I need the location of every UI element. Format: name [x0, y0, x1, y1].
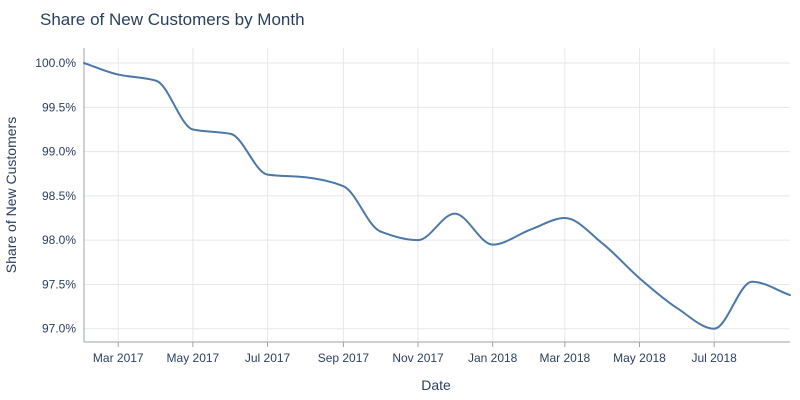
x-tick-label: Jan 2018: [468, 351, 518, 365]
series: [83, 62, 791, 330]
gridlines: [84, 48, 790, 342]
x-tick-label: Mar 2018: [540, 351, 591, 365]
y-tick-label: 100.0%: [35, 56, 76, 70]
x-tick-label: Mar 2017: [93, 351, 144, 365]
x-tick-label: Sep 2017: [318, 351, 370, 365]
y-tick-label: 99.0%: [42, 145, 76, 159]
series-line: [83, 62, 791, 330]
y-tick-label: 97.5%: [42, 277, 76, 291]
x-axis-title: Date: [421, 377, 451, 393]
x-tick-label: Jul 2017: [245, 351, 291, 365]
x-tick-label: Nov 2017: [392, 351, 444, 365]
x-tick-label: May 2018: [613, 351, 666, 365]
y-tick-label: 98.5%: [42, 189, 76, 203]
y-tick-label: 97.0%: [42, 322, 76, 336]
y-axis-title: Share of New Customers: [3, 117, 19, 273]
y-tick-label: 98.0%: [42, 233, 76, 247]
x-tick-label: May 2017: [167, 351, 220, 365]
chart-title: Share of New Customers by Month: [40, 10, 305, 29]
y-tick-label: 99.5%: [42, 100, 76, 114]
x-tick-label: Jul 2018: [691, 351, 737, 365]
axes: 100.0% 99.5% 99.0% 98.5% 98.0% 97.5% 97.0% Mar …: [35, 48, 790, 365]
